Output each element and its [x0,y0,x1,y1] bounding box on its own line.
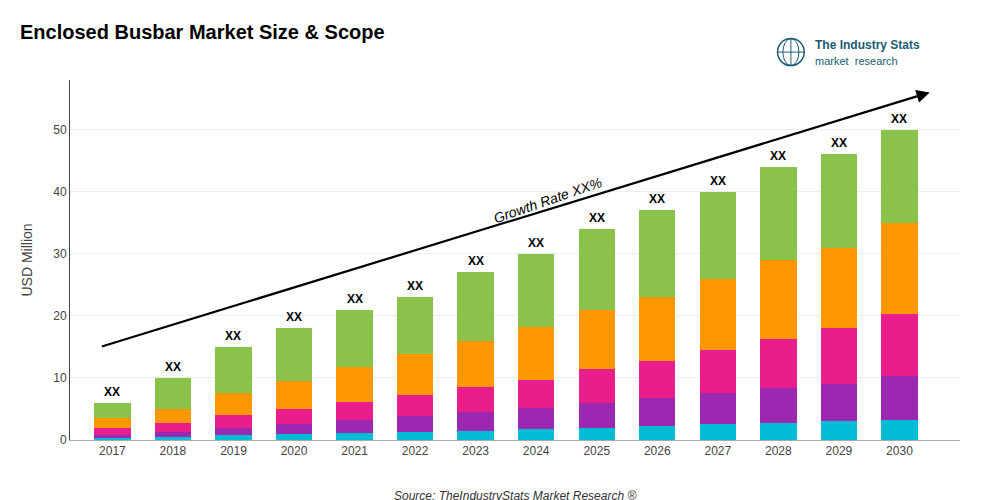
svg-text:2024: 2024 [523,444,550,458]
svg-text:2027: 2027 [704,444,731,458]
svg-text:40: 40 [53,185,67,199]
svg-text:XX: XX [649,192,665,206]
svg-text:2028: 2028 [765,444,792,458]
svg-text:30: 30 [53,247,67,261]
svg-text:XX: XX [770,149,786,163]
svg-text:XX: XX [710,174,726,188]
svg-text:XX: XX [286,310,302,324]
svg-text:2020: 2020 [281,444,308,458]
svg-text:2017: 2017 [99,444,126,458]
svg-text:0: 0 [60,433,67,447]
svg-text:2022: 2022 [402,444,429,458]
svg-text:2030: 2030 [886,444,913,458]
svg-text:XX: XX [589,211,605,225]
svg-text:2018: 2018 [160,444,187,458]
svg-text:XX: XX [407,279,423,293]
svg-text:Enclosed Busbar Market Size &: Enclosed Busbar Market Size & Scope [20,21,385,43]
svg-text:2026: 2026 [644,444,671,458]
svg-text:XX: XX [104,385,120,399]
svg-text:The Industry Statsmarket rese: The Industry Statsmarket research [815,38,920,67]
svg-text:10: 10 [53,371,67,385]
svg-text:XX: XX [891,112,907,126]
svg-text:XX: XX [528,236,544,250]
svg-text:XX: XX [225,329,241,343]
svg-text:50: 50 [53,123,67,137]
svg-text:XX: XX [831,136,847,150]
svg-text:Growth Rate XX%: Growth Rate XX% [491,174,604,226]
svg-text:2025: 2025 [583,444,610,458]
svg-text:20: 20 [53,309,67,323]
svg-text:2019: 2019 [220,444,247,458]
svg-text:XX: XX [165,360,181,374]
svg-text:Source: TheIndustryStats Marke: Source: TheIndustryStats Market Research… [394,489,636,500]
svg-text:USD Million: USD Million [19,223,35,296]
svg-text:XX: XX [468,254,484,268]
svg-text:2021: 2021 [341,444,368,458]
svg-text:2023: 2023 [462,444,489,458]
svg-text:2029: 2029 [826,444,853,458]
svg-text:XX: XX [347,292,363,306]
